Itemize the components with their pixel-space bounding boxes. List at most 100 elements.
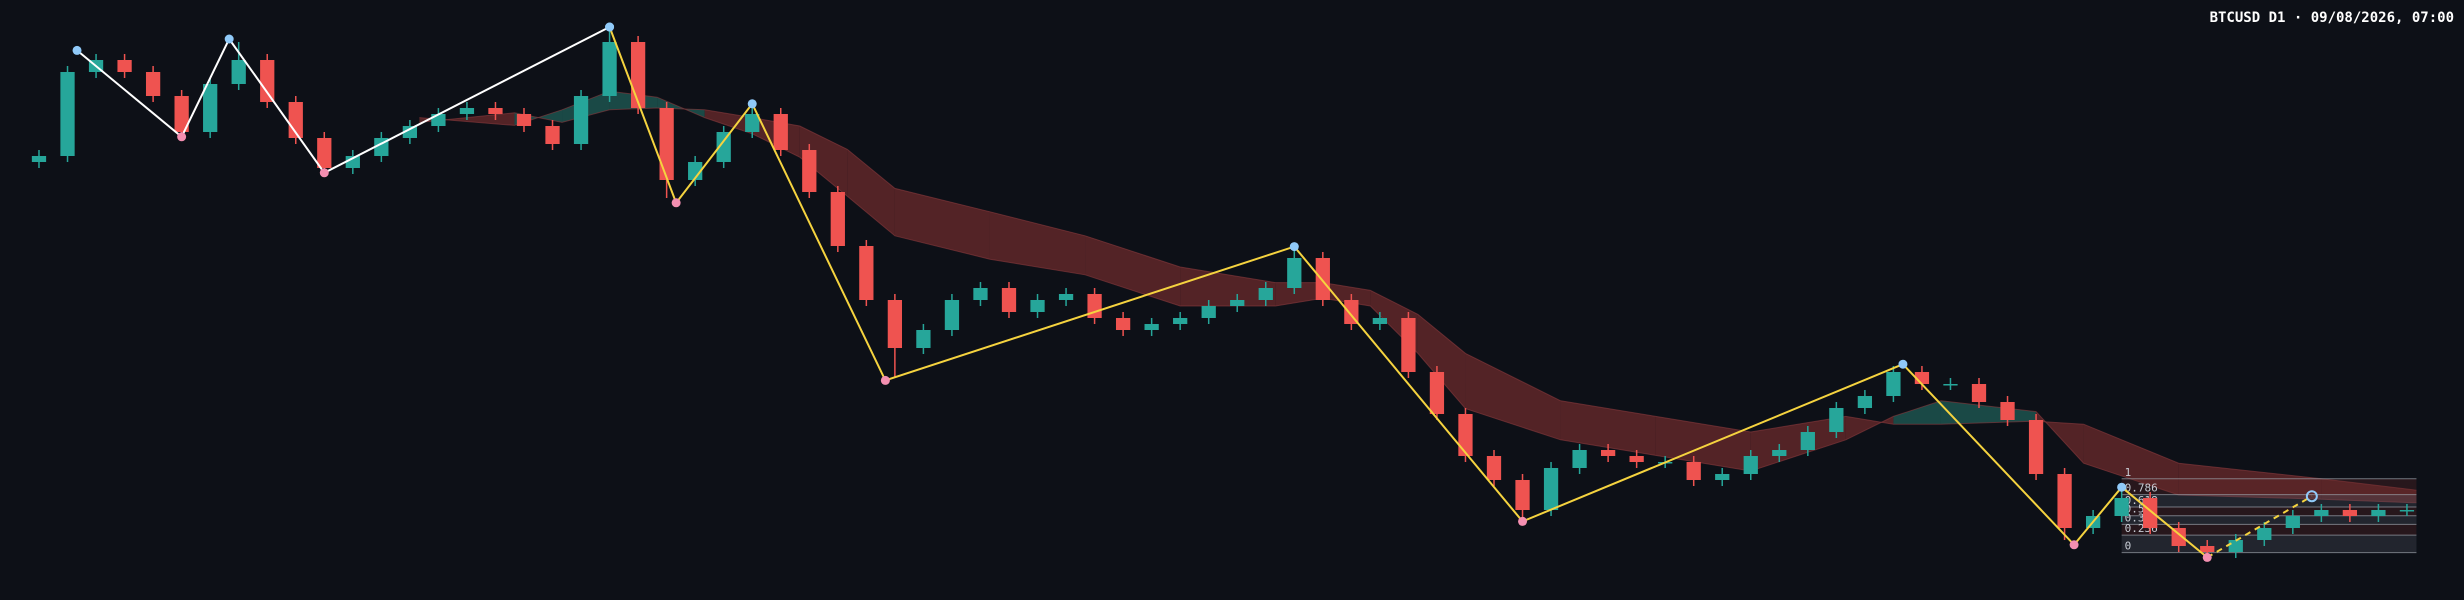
pivot-marker [224,34,234,44]
candle-body [1629,456,1644,462]
projection-marker [2305,490,2318,503]
candle-body [602,42,617,96]
pivot-marker [671,198,681,208]
pivot-marker [72,45,82,55]
candle-body [2000,402,2015,420]
candle-body [1201,306,1216,318]
pivot-marker [177,132,187,142]
candle-body [402,126,418,138]
candle-body [2114,498,2129,516]
candle-body [231,60,246,84]
fib-zone [2121,494,2417,507]
candle-body [1144,324,1159,330]
chart-title: BTCUSD D1 · 09/08/2026, 07:00 [2210,10,2454,26]
band-segment [847,149,895,236]
candle-body [573,96,589,144]
band-segment [1085,235,1181,306]
candle-body [117,60,132,72]
candle-body [1715,474,1730,480]
candle-body [1515,480,1530,510]
pivot-marker [2069,540,2079,550]
candle-body [174,96,189,132]
candle-body [1971,384,1987,402]
candle-body [1600,450,1616,456]
candle-body [944,300,960,330]
fib-label: 1 [2125,466,2132,479]
candle-body [2057,474,2072,528]
band-segment [2178,463,2322,500]
candle-body [203,84,218,132]
band-layer [419,90,2417,504]
candle-body [1458,414,1473,456]
pivot-marker [880,375,890,385]
candle-body [1173,318,1188,324]
candle-body [145,72,161,96]
candle-body [688,162,703,180]
candle-body [459,108,475,114]
candle-body [1372,318,1388,324]
candle-body [260,60,275,102]
band-segment [2321,478,2417,503]
candle-body [1857,396,1873,408]
band-segment [2083,424,2179,495]
band-segment [1750,416,1846,471]
band-segment [989,211,1086,275]
band-segment [1893,400,1941,425]
candle-body [2143,498,2158,528]
candle-body [1429,372,1445,414]
pivot-marker [605,22,615,32]
candle-layer [31,30,2415,558]
candle-body [1572,450,1587,468]
candle-body [916,330,931,348]
candle-body [1030,300,1045,312]
pivot-marker [2202,552,2212,562]
candle-body [830,192,845,246]
candle-body [2228,540,2243,552]
candle-body [1800,432,1815,450]
candle-body [317,138,332,168]
pivot-marker [1289,242,1299,252]
candle-body [716,132,731,162]
candle-body [2285,516,2300,528]
candle-body [2371,510,2386,516]
candle-body [1401,318,1416,372]
candle-body [2399,510,2415,512]
candle-body [802,150,817,192]
pivot-marker [319,168,329,178]
candle-body [2314,510,2329,516]
projection-line [2206,495,2313,559]
candle-body [1743,456,1758,474]
candle-body [545,126,560,144]
candle-body [488,108,503,114]
zigzag-layer [72,22,2318,562]
candle-body [1001,288,1017,312]
fib-zone [2121,515,2417,525]
candle-body [1258,288,1273,300]
candle-body [2200,546,2215,552]
fib-zone [2121,478,2417,495]
candle-body [60,72,75,156]
candle-body [1344,300,1359,324]
candle-body [2257,528,2272,540]
candle-body [2342,510,2358,516]
zigzag-line [608,26,2208,559]
candle-body [859,246,874,300]
candle-body [1230,300,1245,306]
candle-body [1686,462,1701,480]
fib-label: 0.5 [2125,503,2145,516]
band-segment [1417,314,1466,409]
candle-body [1543,468,1559,510]
pivot-marker [1898,359,1908,369]
candle-body [1087,294,1102,318]
candle-body [1772,450,1787,456]
candle-body [431,114,446,126]
candle-body [1058,294,1074,300]
candle-body [1943,384,1958,386]
candle-body [1486,456,1502,480]
candle-body [1287,258,1302,288]
band-segment [1560,400,1656,456]
candle-body [2171,528,2186,546]
candle-body [1886,372,1901,396]
candle-body [659,108,674,180]
